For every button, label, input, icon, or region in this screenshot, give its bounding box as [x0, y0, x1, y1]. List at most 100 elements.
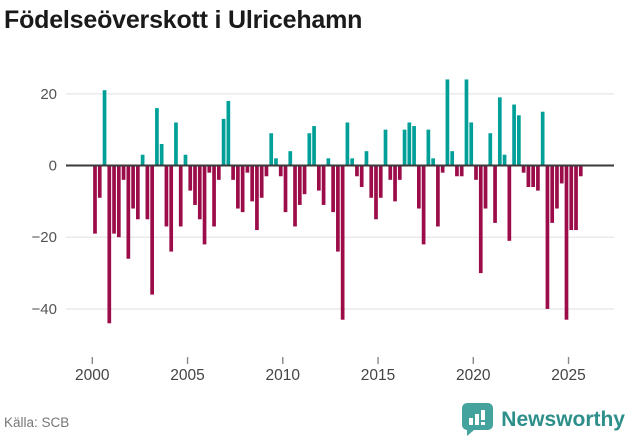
bar-q98: [559, 165, 564, 184]
bar-q47: [316, 165, 321, 191]
bar-q15: [164, 165, 169, 227]
bar-q51: [336, 165, 340, 252]
newsworthy-logo[interactable]: Newsworthy: [461, 402, 625, 437]
bar-q50: [331, 165, 335, 213]
y-axis-label--20: −20: [32, 229, 57, 246]
bar-q37: [269, 133, 274, 166]
bar-q0: [93, 165, 97, 234]
bar-q16: [169, 165, 174, 252]
bar-q8: [131, 165, 135, 209]
bar-q64: [397, 165, 402, 180]
bar-q59: [374, 165, 378, 220]
bar-q39: [278, 165, 283, 177]
bar-q77: [459, 165, 464, 177]
bar-q12: [150, 165, 154, 295]
bar-q31: [240, 165, 245, 213]
bar-q10: [140, 154, 145, 166]
bar-q41: [288, 151, 293, 166]
bar-q97: [555, 165, 559, 209]
bar-q5: [116, 165, 121, 238]
bar-q66: [407, 122, 412, 166]
bar-q14: [159, 143, 164, 166]
bar-q29: [231, 165, 235, 180]
bar-q91: [526, 165, 531, 188]
bar-q79: [469, 122, 474, 166]
bar-q83: [488, 133, 493, 166]
bar-q44: [302, 165, 307, 195]
bar-q85: [497, 97, 502, 166]
bar-q2: [102, 90, 107, 166]
bar-q52: [340, 165, 345, 320]
bar-q75: [450, 151, 455, 166]
bar-q9: [136, 165, 140, 220]
bar-q49: [326, 158, 331, 166]
newsworthy-bars-icon: [462, 403, 494, 436]
bar-q34: [255, 165, 259, 231]
bar-q74: [445, 79, 450, 166]
bar-q35: [259, 165, 264, 198]
x-axis-label-2010: 2010: [266, 367, 301, 384]
bar-q38: [274, 158, 278, 166]
bar-q101: [574, 165, 578, 231]
bar-q73: [440, 165, 445, 173]
bar-q30: [236, 165, 240, 209]
bar-q54: [350, 158, 355, 166]
bar-q67: [412, 126, 416, 166]
bar-q86: [502, 154, 507, 166]
bar-q88: [512, 104, 516, 166]
bar-q96: [550, 165, 555, 223]
bar-q27: [221, 118, 226, 166]
bar-q53: [345, 122, 350, 166]
bar-q17: [174, 122, 178, 166]
bar-q68: [417, 165, 421, 209]
bar-q65: [402, 129, 407, 166]
bar-q92: [531, 165, 535, 188]
x-axis-label-2005: 2005: [170, 367, 204, 384]
bar-q71: [431, 158, 435, 166]
bar-q32: [245, 165, 250, 173]
bar-q48: [321, 165, 326, 205]
y-axis-label-20: 20: [40, 86, 57, 103]
x-axis-label-2000: 2000: [75, 367, 110, 384]
bar-q18: [178, 165, 183, 227]
bar-q46: [312, 126, 316, 166]
bar-q42: [293, 165, 297, 227]
bar-q13: [155, 108, 159, 166]
bar-q80: [474, 165, 478, 180]
y-axis-label--40: −40: [32, 301, 57, 318]
brand-name: Newsworthy: [501, 407, 625, 431]
x-axis-label-2015: 2015: [361, 367, 395, 384]
bar-q89: [517, 115, 521, 166]
bar-q1: [97, 165, 102, 198]
bar-q26: [216, 165, 221, 180]
bar-q4: [112, 165, 116, 234]
bar-q63: [393, 165, 397, 202]
bar-q94: [540, 111, 545, 166]
bar-q82: [483, 165, 488, 209]
bar-q33: [250, 165, 255, 202]
bar-q100: [569, 165, 574, 231]
bar-q99: [564, 165, 569, 320]
bar-q43: [297, 165, 302, 205]
bar-q25: [212, 165, 216, 227]
bar-q61: [383, 129, 388, 166]
bar-q102: [578, 165, 583, 177]
bar-q7: [126, 165, 131, 259]
bar-q62: [388, 165, 393, 180]
bar-q56: [359, 165, 364, 188]
bar-q76: [455, 165, 459, 177]
bar-q87: [507, 165, 512, 241]
bar-q60: [378, 165, 383, 198]
source-label: Källa: SCB: [4, 415, 70, 430]
bar-q3: [107, 165, 112, 324]
bar-q6: [121, 165, 126, 180]
bar-q11: [145, 165, 150, 220]
x-axis-label-2020: 2020: [456, 367, 491, 384]
bar-q57: [364, 151, 369, 166]
bar-q22: [197, 165, 202, 220]
bar-q58: [369, 165, 374, 198]
bar-q84: [493, 165, 497, 223]
bar-q21: [193, 165, 197, 205]
